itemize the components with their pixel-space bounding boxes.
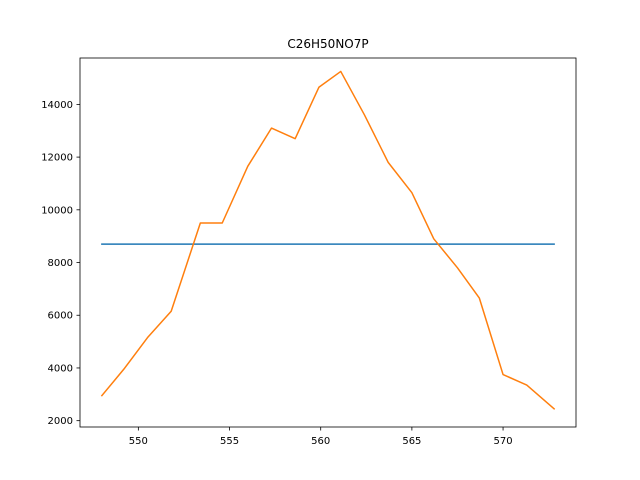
y-tick-label: 4000 [48,363,73,374]
x-tick-label: 570 [494,436,513,447]
y-tick-label: 12000 [41,153,73,164]
y-tick-label: 10000 [41,205,73,216]
x-tick-label: 550 [129,436,148,447]
series-line-1 [100,70,556,410]
chart-title: C26H50NO7P [287,37,368,51]
x-tick-label: 565 [402,436,421,447]
series-layer [100,70,556,410]
plot-frame [79,57,577,428]
x-tick-label: 560 [311,436,330,447]
x-tick-label: 555 [220,436,239,447]
axes-layer: 550 555 560 565 570 2000 4000 6000 8000 10000 1200… [41,57,577,447]
y-tick-label: 8000 [48,258,73,269]
y-tick-label: 2000 [48,416,73,427]
y-tick-label: 14000 [41,100,73,111]
y-tick-label: 6000 [48,311,73,322]
